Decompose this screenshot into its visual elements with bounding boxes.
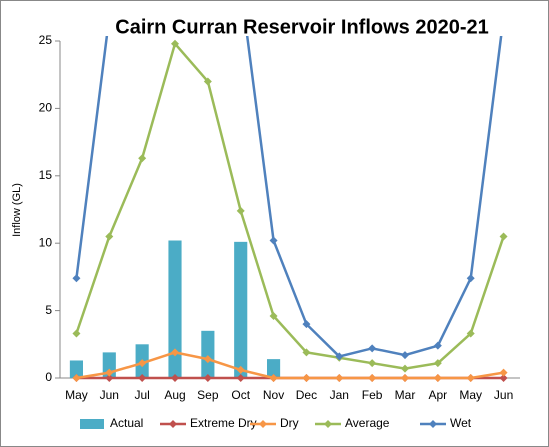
point-marker [138, 359, 147, 368]
y-tick-label: 20 [39, 101, 53, 115]
point-marker [401, 364, 409, 373]
point-marker [466, 274, 475, 283]
x-tick-label: Jul [134, 388, 149, 402]
y-tick-label: 5 [45, 303, 52, 317]
point-marker [236, 206, 245, 215]
legend-label: Dry [280, 416, 299, 430]
plot-area [69, 36, 508, 382]
point-marker [335, 374, 344, 382]
y-axis-label: Inflow (GL) [11, 183, 23, 237]
point-marker [72, 329, 81, 338]
point-marker [335, 352, 344, 361]
x-tick-label: Aug [164, 388, 185, 402]
x-tick-label: Sep [197, 388, 219, 402]
x-tick-label: Jun [100, 388, 119, 402]
point-marker [433, 341, 442, 350]
x-tick-label: Dec [296, 388, 317, 402]
point-marker [368, 344, 377, 353]
legend-swatch [80, 419, 104, 429]
point-marker [72, 274, 81, 283]
point-marker [269, 374, 278, 382]
point-marker [466, 374, 475, 382]
x-tick-label: Feb [362, 388, 383, 402]
point-marker [203, 355, 212, 364]
x-tick-label: Jan [330, 388, 349, 402]
y-tick-label: 10 [39, 235, 53, 249]
point-marker [72, 374, 81, 382]
bar [69, 360, 83, 378]
point-marker [269, 311, 278, 320]
point-marker [433, 359, 442, 368]
legend-marker [259, 420, 267, 428]
point-marker [302, 374, 311, 382]
point-marker [368, 374, 377, 382]
point-marker [302, 320, 311, 329]
point-marker [499, 374, 508, 382]
point-marker [171, 348, 179, 357]
point-marker [203, 374, 212, 382]
point-marker [105, 368, 114, 377]
point-marker [138, 374, 147, 382]
point-marker [105, 232, 114, 241]
chart-title: Cairn Curran Reservoir Inflows 2020-21 [115, 16, 488, 38]
x-tick-label: Apr [429, 388, 448, 402]
y-tick-label: 15 [39, 168, 53, 182]
x-tick-label: Jun [494, 388, 513, 402]
bar [201, 330, 215, 378]
point-marker [203, 77, 212, 86]
x-tick-label: May [459, 388, 482, 402]
bar [168, 240, 182, 378]
bar [234, 241, 248, 378]
point-marker [236, 374, 245, 382]
line [76, 351, 504, 380]
x-tick-label: May [65, 388, 88, 402]
point-marker [499, 232, 508, 241]
x-tick-label: Nov [263, 388, 284, 402]
point-marker [171, 374, 179, 382]
legend-marker [324, 420, 332, 428]
point-marker [105, 374, 114, 382]
point-marker [171, 39, 179, 48]
point-marker [499, 368, 508, 377]
line [75, 36, 503, 358]
legend-label: Average [345, 416, 390, 430]
legend-label: Actual [110, 416, 143, 430]
x-tick-label: Oct [231, 388, 250, 402]
point-marker [401, 374, 409, 382]
point-marker [368, 359, 377, 368]
bar [267, 359, 281, 378]
legend-marker [169, 420, 177, 428]
point-marker [236, 365, 245, 374]
point-marker [302, 348, 311, 357]
line [75, 41, 505, 370]
point-marker [269, 236, 278, 245]
point-marker [138, 154, 147, 163]
point-marker [401, 351, 409, 360]
legend-label: Extreme Dry [190, 416, 257, 430]
point-marker [433, 374, 442, 382]
point-marker [466, 329, 475, 338]
y-tick-label: 25 [39, 33, 53, 47]
legend-label: Wet [450, 416, 472, 430]
legend-marker [429, 420, 437, 428]
x-tick-label: Mar [395, 388, 416, 402]
y-tick-label: 0 [45, 370, 52, 384]
